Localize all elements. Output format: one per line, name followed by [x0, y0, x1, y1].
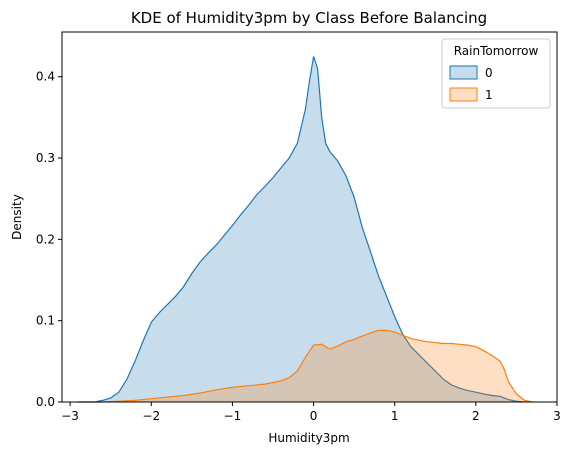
x-tick-label: 1	[391, 409, 399, 423]
series-1	[78, 329, 533, 403]
density-line-series-0	[78, 56, 525, 403]
y-tick-label: 0.3	[36, 151, 55, 165]
legend: RainTomorrow 0 1	[441, 38, 551, 109]
y-tick-label: 0.1	[36, 314, 55, 328]
x-tick-label: −3	[61, 409, 79, 423]
x-tick-label: 3	[553, 409, 561, 423]
legend-swatch-1	[449, 87, 478, 102]
area-fill-series-0	[78, 56, 525, 403]
x-tick-label: −2	[142, 409, 160, 423]
x-axis-ticks: −3 −2 −1 0 1 2 3	[61, 402, 561, 423]
y-tick-label: 0.0	[36, 395, 55, 409]
density-line-series-1	[78, 329, 533, 403]
area-fill-series-1	[78, 330, 533, 402]
y-axis-ticks: 0.0 0.1 0.2 0.3 0.4	[36, 70, 62, 409]
plot-frame	[61, 31, 558, 403]
y-axis-label: Density	[10, 194, 24, 240]
legend-box	[441, 38, 551, 109]
legend-title: RainTomorrow	[454, 44, 539, 58]
x-tick-label: −1	[224, 409, 242, 423]
legend-swatch-0	[449, 65, 478, 80]
density-areas	[78, 56, 533, 403]
x-tick-label: 2	[472, 409, 480, 423]
y-tick-label: 0.2	[36, 232, 55, 246]
chart-title: KDE of Humidity3pm by Class Before Balan…	[131, 9, 487, 27]
y-tick-label: 0.4	[36, 70, 55, 84]
x-axis-label: Humidity3pm	[268, 431, 349, 445]
legend-label-0: 0	[485, 66, 493, 80]
legend-label-1: 1	[485, 88, 493, 102]
x-tick-label: 0	[310, 409, 318, 423]
series-0	[78, 56, 525, 403]
